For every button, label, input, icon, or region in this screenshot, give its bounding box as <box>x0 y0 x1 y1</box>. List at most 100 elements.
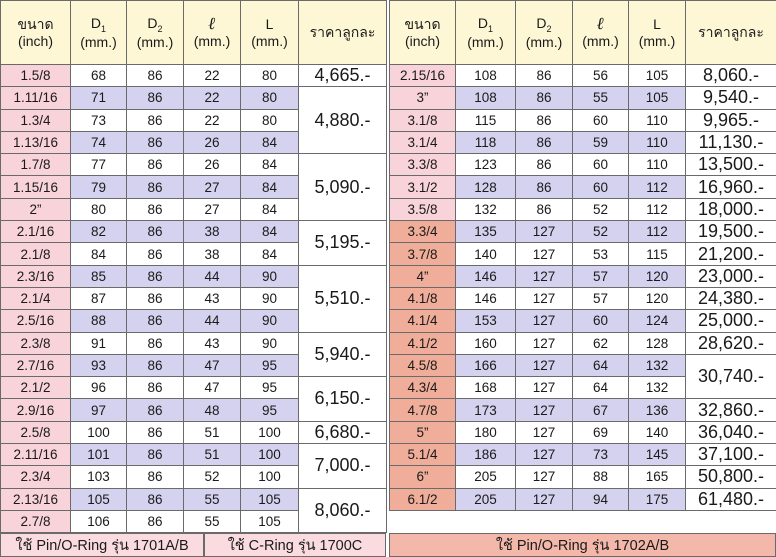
d2-cell: 86 <box>515 130 573 155</box>
header-d2: D2 (mm.) <box>126 0 184 65</box>
price-cell: 16,960.- <box>685 175 776 199</box>
d2-cell: 127 <box>515 220 573 244</box>
size-cell: 2.5/8 <box>0 420 71 445</box>
size-cell: 1.5/8 <box>0 63 71 88</box>
l-cell: 59 <box>572 130 629 155</box>
right-table-row: 4.1/8 146 127 57 120 24,380.- <box>389 286 776 311</box>
big-l-cell: 105 <box>628 63 686 88</box>
header-price: ราคาลูกละ <box>298 0 387 65</box>
d2-cell: 86 <box>126 353 184 378</box>
size-cell: 4.1/2 <box>389 331 456 355</box>
price-cell: 4,880.- <box>298 86 387 155</box>
left-table-row: 1.7/8 77 86 26 84 5,090.- <box>0 153 387 222</box>
big-l-cell: 90 <box>240 309 299 333</box>
header-price: ราคาลูกละ <box>685 0 776 65</box>
right-table-row: 4.5/8 166 127 64 132 30,740.- <box>389 353 776 400</box>
left-table-row: 2.1/16 82 86 38 84 5,195.- <box>0 220 387 266</box>
d2-cell: 86 <box>126 130 184 155</box>
price-cell: 5,940.- <box>298 331 387 378</box>
left-table-row: 2.11/16 101 86 51 100 7,000.- <box>0 443 387 489</box>
price-cell: 4,665.- <box>298 63 387 88</box>
l-cell: 64 <box>572 353 629 378</box>
size-cell: 3.7/8 <box>389 242 456 266</box>
l-cell: 57 <box>572 286 629 311</box>
l-cell: 52 <box>183 465 241 489</box>
d1-cell: 205 <box>455 465 516 489</box>
l-cell: 43 <box>183 286 241 311</box>
big-l-cell: 132 <box>628 353 686 378</box>
big-l-cell: 100 <box>240 465 299 489</box>
big-l-cell: 80 <box>240 108 299 132</box>
big-l-cell: 165 <box>628 465 686 489</box>
l-cell: 22 <box>183 86 241 110</box>
d1-cell: 180 <box>455 420 516 445</box>
big-l-cell: 110 <box>628 130 686 155</box>
d1-cell: 74 <box>70 130 127 155</box>
d1-cell: 123 <box>455 153 516 177</box>
d2-cell: 127 <box>515 331 573 355</box>
left-table-row: 2.7/8 106 86 55 105 <box>0 509 387 534</box>
header-l-big: L (mm.) <box>628 0 686 65</box>
l-cell: 60 <box>572 309 629 333</box>
l-cell: 51 <box>183 443 241 467</box>
size-cell: 2.15/16 <box>389 63 456 88</box>
price-cell: 50,800.- <box>685 465 776 489</box>
d1-cell: 96 <box>70 376 127 400</box>
price-cell: 32,860.- <box>685 398 776 422</box>
size-cell: 1.13/16 <box>0 130 71 155</box>
left-table-row: 2.3/16 85 86 44 90 5,510.- <box>0 264 387 333</box>
l-cell: 55 <box>183 487 241 511</box>
size-cell: 3.3/4 <box>389 220 456 244</box>
d2-cell: 127 <box>515 264 573 288</box>
d1-cell: 132 <box>455 197 516 222</box>
price-cell: 23,000.- <box>685 264 776 288</box>
d1-cell: 106 <box>70 509 127 534</box>
size-cell: 2.1/16 <box>0 220 71 244</box>
big-l-cell: 120 <box>628 264 686 288</box>
price-cell: 36,040.- <box>685 420 776 445</box>
size-cell: 1.11/16 <box>0 86 71 110</box>
l-cell: 38 <box>183 242 241 266</box>
big-l-cell: 95 <box>240 376 299 400</box>
right-price-table: ขนาด (inch) D1 (mm.) D2 (mm.) ℓ (mm.) L (mm.)… <box>389 0 776 511</box>
d2-cell: 86 <box>126 175 184 199</box>
size-cell: 3.1/4 <box>389 130 456 155</box>
left-table-row: 2” 80 86 27 84 <box>0 197 387 222</box>
d2-cell: 127 <box>515 420 573 445</box>
l-cell: 26 <box>183 130 241 155</box>
d2-cell: 86 <box>126 465 184 489</box>
size-cell: 2.9/16 <box>0 398 71 422</box>
footer-pin-oring-1702: ใช้ Pin/O-Ring รุ่น 1702A/B <box>389 533 776 557</box>
right-table-row: 3.7/8 140 127 53 115 21,200.- <box>389 242 776 266</box>
d1-cell: 108 <box>455 63 516 88</box>
d1-cell: 93 <box>70 353 127 378</box>
d1-cell: 91 <box>70 331 127 355</box>
right-header-row: ขนาด (inch) D1 (mm.) D2 (mm.) ℓ (mm.) L (mm.)… <box>389 0 776 65</box>
left-table-row: 2.9/16 97 86 48 95 <box>0 398 387 422</box>
header-l-small: ℓ (mm.) <box>183 0 241 65</box>
size-cell: 4.1/4 <box>389 309 456 333</box>
l-cell: 47 <box>183 353 241 378</box>
big-l-cell: 95 <box>240 398 299 422</box>
big-l-cell: 84 <box>240 153 299 177</box>
d1-cell: 103 <box>70 465 127 489</box>
price-cell: 6,150.- <box>298 376 387 422</box>
price-cell: 24,380.- <box>685 286 776 311</box>
d2-cell: 86 <box>515 108 573 132</box>
left-table-row: 2.1/2 96 86 47 95 6,150.- <box>0 376 387 422</box>
d1-cell: 68 <box>70 63 127 88</box>
d1-cell: 173 <box>455 398 516 422</box>
header-size: ขนาด (inch) <box>0 0 71 65</box>
size-cell: 2.5/16 <box>0 309 71 333</box>
price-cell: 5,510.- <box>298 264 387 333</box>
size-cell: 2.13/16 <box>0 487 71 511</box>
l-cell: 62 <box>572 331 629 355</box>
right-table-row: 5.1/4 186 127 73 145 37,100.- <box>389 443 776 467</box>
d1-cell: 146 <box>455 286 516 311</box>
d2-cell: 86 <box>515 153 573 177</box>
d2-cell: 86 <box>126 509 184 534</box>
big-l-cell: 112 <box>628 175 686 199</box>
l-cell: 56 <box>572 63 629 88</box>
d1-cell: 97 <box>70 398 127 422</box>
d2-cell: 127 <box>515 443 573 467</box>
